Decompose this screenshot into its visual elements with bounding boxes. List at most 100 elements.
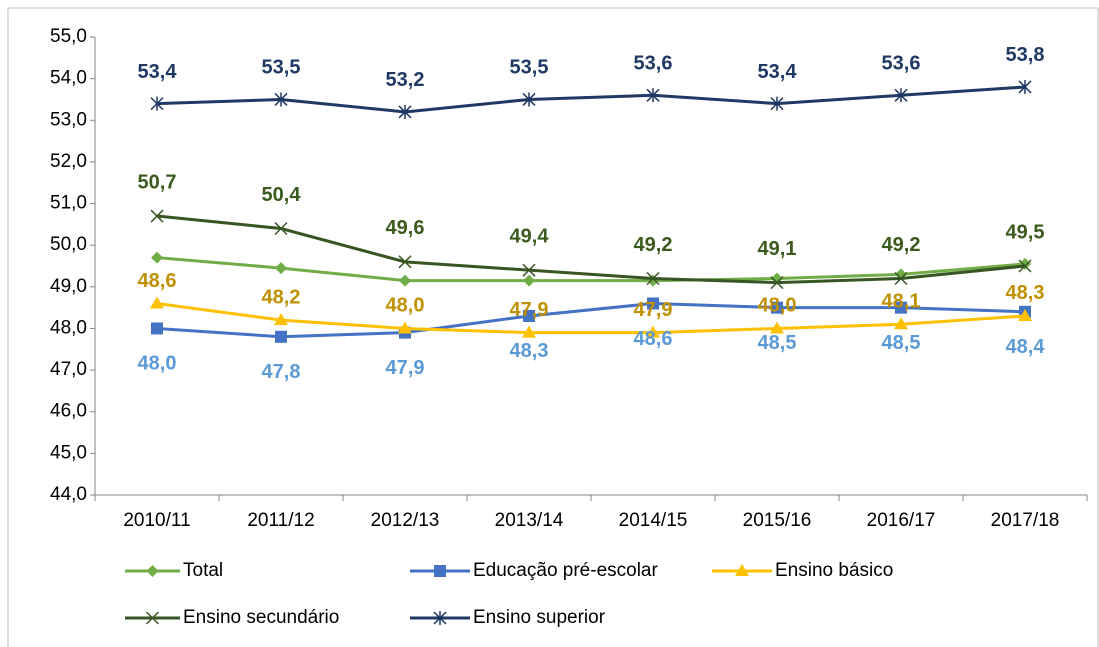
y-tick-label: 53,0 bbox=[50, 109, 87, 130]
data-label: 49,2 bbox=[882, 234, 921, 256]
marker bbox=[151, 322, 163, 335]
marker bbox=[1018, 308, 1032, 321]
x-tick-label: 2016/17 bbox=[867, 510, 936, 531]
marker bbox=[523, 274, 535, 287]
x-tick-label: 2012/13 bbox=[371, 510, 440, 531]
y-tick-label: 51,0 bbox=[50, 193, 87, 214]
y-tick-label: 45,0 bbox=[50, 442, 87, 463]
x-tick-label: 2011/12 bbox=[247, 510, 314, 531]
marker bbox=[647, 297, 659, 310]
series-line bbox=[156, 85, 1026, 114]
marker bbox=[150, 96, 164, 111]
marker bbox=[522, 263, 536, 277]
marker bbox=[894, 88, 908, 103]
data-label: 49,1 bbox=[758, 238, 797, 260]
data-label: 50,4 bbox=[262, 184, 302, 206]
y-tick-label: 52,0 bbox=[50, 151, 87, 172]
marker bbox=[647, 274, 659, 287]
marker bbox=[894, 317, 908, 330]
x-tick-label: 2010/11 bbox=[123, 510, 190, 531]
marker bbox=[151, 251, 163, 264]
x-tick-label: 2014/15 bbox=[619, 510, 688, 531]
data-label: 53,8 bbox=[1006, 44, 1045, 66]
marker bbox=[146, 565, 159, 577]
marker bbox=[1019, 257, 1031, 270]
y-tick-label: 47,0 bbox=[50, 359, 87, 380]
data-label: 48,1 bbox=[882, 291, 921, 313]
marker bbox=[274, 92, 288, 107]
data-label: 49,2 bbox=[634, 234, 673, 256]
marker bbox=[145, 611, 160, 625]
y-tick-label: 46,0 bbox=[50, 401, 87, 422]
marker bbox=[646, 271, 660, 286]
marker bbox=[895, 301, 907, 314]
series-line bbox=[156, 301, 1026, 335]
legend-label: Educação pré-escolar bbox=[473, 560, 658, 581]
marker bbox=[770, 96, 784, 111]
legend-label: Ensino secundário bbox=[183, 607, 339, 628]
y-tick-label: 48,0 bbox=[50, 317, 87, 338]
data-label: 47,9 bbox=[386, 357, 425, 379]
series-line bbox=[156, 301, 1026, 339]
data-label: 49,4 bbox=[510, 225, 550, 247]
legend-label: Total bbox=[183, 560, 223, 581]
legend-label: Ensino superior bbox=[473, 607, 606, 628]
data-label: 53,6 bbox=[634, 53, 673, 75]
data-label: 48,5 bbox=[882, 332, 921, 354]
data-label: 50,7 bbox=[138, 171, 177, 193]
marker bbox=[398, 321, 412, 334]
data-label: 48,0 bbox=[138, 353, 177, 375]
x-tick-label: 2017/18 bbox=[991, 510, 1060, 531]
marker bbox=[398, 104, 412, 119]
chart-border bbox=[7, 7, 1099, 647]
data-label: 48,2 bbox=[262, 286, 301, 308]
marker bbox=[150, 209, 164, 223]
data-label: 53,6 bbox=[882, 53, 921, 75]
marker bbox=[433, 611, 447, 625]
y-tick-label: 44,0 bbox=[50, 484, 87, 505]
data-label: 53,2 bbox=[386, 69, 425, 91]
marker bbox=[770, 321, 784, 334]
data-label: 53,4 bbox=[138, 61, 178, 83]
marker bbox=[434, 565, 446, 577]
data-label: 47,9 bbox=[510, 299, 549, 321]
legend-label: Ensino básico bbox=[775, 560, 893, 581]
marker bbox=[522, 92, 536, 107]
data-label: 49,6 bbox=[386, 217, 425, 239]
data-label: 48,6 bbox=[634, 328, 673, 350]
marker bbox=[398, 255, 412, 269]
marker bbox=[523, 309, 535, 322]
data-label: 53,4 bbox=[758, 61, 798, 83]
data-label: 48,0 bbox=[758, 295, 797, 317]
data-label: 48,4 bbox=[1006, 336, 1046, 358]
marker bbox=[274, 313, 288, 326]
marker bbox=[1018, 79, 1032, 94]
y-tick-label: 54,0 bbox=[50, 68, 87, 89]
marker bbox=[646, 88, 660, 103]
data-label: 49,5 bbox=[1006, 221, 1045, 243]
y-tick-label: 50,0 bbox=[50, 234, 87, 255]
x-tick-label: 2013/14 bbox=[495, 510, 564, 531]
marker bbox=[771, 301, 783, 314]
data-label: 47,9 bbox=[634, 299, 673, 321]
series-line bbox=[156, 214, 1026, 285]
series-line bbox=[156, 256, 1026, 283]
data-label: 53,5 bbox=[262, 57, 301, 79]
marker bbox=[275, 262, 287, 275]
data-label: 48,3 bbox=[510, 340, 549, 362]
data-label: 48,3 bbox=[1006, 282, 1045, 304]
marker bbox=[770, 276, 784, 290]
data-label: 48,5 bbox=[758, 332, 797, 354]
marker bbox=[646, 325, 660, 338]
data-label: 48,6 bbox=[138, 270, 177, 292]
marker bbox=[275, 330, 287, 343]
x-tick-label: 2015/16 bbox=[743, 510, 812, 531]
marker bbox=[522, 325, 536, 338]
marker bbox=[735, 564, 749, 576]
marker bbox=[150, 296, 164, 309]
data-label: 48,0 bbox=[386, 295, 425, 317]
marker bbox=[399, 274, 411, 287]
y-tick-label: 49,0 bbox=[50, 276, 87, 297]
data-label: 47,8 bbox=[262, 361, 301, 383]
